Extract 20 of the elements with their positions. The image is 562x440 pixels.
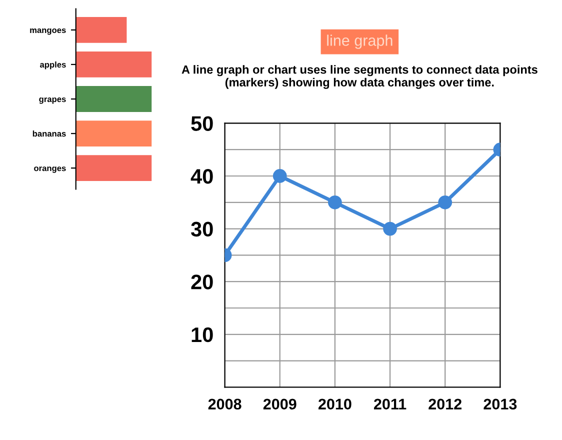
x-tick-label: 2012 [428,398,462,410]
chart-title: line graph [327,34,392,49]
y-tick-label: 10 [192,327,213,342]
y-tick-label: bananas [32,130,66,137]
y-tick-label: 20 [191,274,213,290]
y-tick-label: mangoes [30,28,66,35]
point [383,222,397,236]
y-tick-label: 30 [190,222,213,237]
y-tick-label: apples [40,61,66,70]
y-tick-label: grapes [39,98,66,104]
x-tick-label: 2011 [374,398,406,410]
x-tick-label: 2008 [208,398,242,410]
point [328,195,342,210]
y-tick-label: 50 [191,116,213,131]
x-tick-label: 2010 [318,398,352,410]
x-tick-label: 2013 [484,398,517,410]
x-tick-label: 2009 [263,398,296,410]
y-tick-label: 40 [190,169,213,184]
chart-subtitle: A line graph or chart uses line segments to connect data points (markers) showing how data changes over time. [182,65,538,89]
y-tick-label: oranges [34,166,66,173]
